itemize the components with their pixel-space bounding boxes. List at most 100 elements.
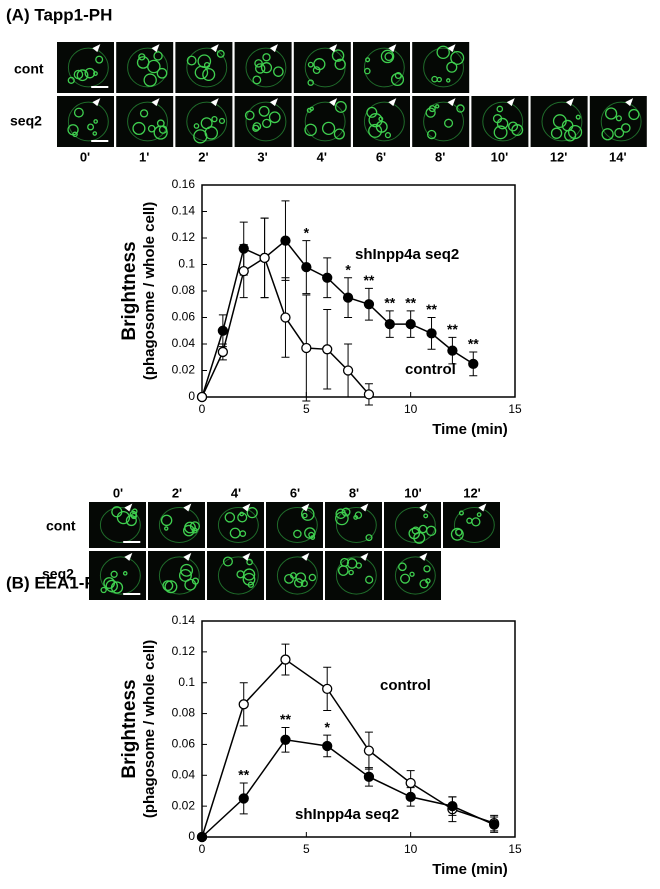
y-tick-label: 0.14 [172, 204, 196, 218]
data-point [280, 654, 291, 665]
cell-outline [363, 101, 405, 142]
arrowhead [183, 503, 192, 512]
vesicle [425, 107, 436, 118]
data-point [196, 391, 208, 403]
cell-outline [276, 556, 318, 595]
arrowhead [625, 98, 634, 107]
micrograph [266, 502, 323, 548]
vesicle [237, 512, 248, 523]
vesicle [426, 129, 437, 140]
vesicle [384, 132, 392, 139]
vesicle [130, 512, 138, 520]
vesicle [255, 63, 266, 74]
vesicle [333, 128, 345, 140]
micrograph [353, 96, 410, 147]
vesicle [262, 118, 272, 129]
micrograph [325, 502, 382, 548]
vesicle [93, 119, 98, 124]
vesicle [246, 507, 258, 519]
time-label: 2' [172, 485, 182, 500]
cell-outline [67, 47, 109, 88]
vesicle [334, 101, 347, 113]
micrograph [175, 42, 233, 93]
vesicle [92, 131, 98, 136]
data-point [301, 261, 312, 273]
arrowhead [269, 98, 278, 107]
image-frame [443, 502, 500, 548]
x-axis-label: Time (min) [432, 421, 508, 438]
micrograph [412, 96, 470, 147]
micrograph [589, 96, 647, 147]
vesicle [348, 569, 354, 576]
arrowhead [565, 98, 574, 107]
series-line [201, 738, 495, 838]
vesicle [153, 51, 163, 61]
vesicle [293, 578, 304, 588]
arrowhead [151, 98, 160, 107]
vesicle [247, 581, 255, 588]
vesicle [550, 127, 563, 139]
cell-outline [363, 47, 405, 88]
vesicle [331, 49, 345, 62]
arrowhead [329, 44, 338, 53]
time-label: 10' [404, 485, 422, 500]
cell-outline [127, 47, 169, 88]
data-point [196, 831, 208, 843]
vesicle [67, 76, 75, 84]
micrograph [530, 96, 588, 147]
vesicle [194, 65, 209, 80]
time-label: 12' [463, 485, 481, 500]
vesicle [423, 565, 431, 573]
vesicle [222, 556, 233, 567]
vesicle [180, 563, 194, 577]
vesicle [191, 577, 200, 585]
vesicle [258, 105, 270, 117]
time-label: 3' [257, 149, 267, 164]
arrowhead [124, 552, 133, 561]
data-point [280, 235, 291, 246]
cell-outline [276, 507, 318, 543]
cell-outline [423, 47, 464, 88]
vesicle [116, 510, 131, 525]
vesicle [105, 579, 118, 593]
vesicle [293, 529, 302, 539]
data-point [322, 344, 333, 355]
vesicle [216, 49, 225, 58]
vesicle [365, 575, 374, 584]
vesicle [164, 580, 178, 594]
micrograph [89, 502, 146, 548]
vesicle [262, 53, 271, 62]
series-label: control [380, 677, 431, 694]
vesicle [620, 123, 631, 133]
micrograph [116, 42, 174, 93]
vesicle [419, 579, 429, 589]
vesicle [455, 528, 463, 537]
arrowhead [447, 44, 456, 53]
image-frame [148, 551, 205, 600]
significance-label: ** [405, 295, 416, 311]
vesicle [476, 512, 482, 518]
time-label: 10' [491, 149, 509, 164]
vesicle [252, 122, 262, 131]
arrowhead [242, 552, 251, 561]
y-tick-label: 0.02 [172, 363, 196, 377]
vesicle [93, 71, 98, 76]
micrograph [293, 96, 351, 147]
vesicle [425, 578, 431, 584]
significance-label: ** [447, 321, 458, 337]
image-frame [266, 551, 323, 600]
image-frame [207, 502, 264, 548]
image-frame [589, 96, 647, 147]
image-frame [207, 551, 264, 600]
vesicle [268, 111, 281, 124]
x-tick-label: 5 [303, 842, 310, 856]
arrowhead [419, 552, 428, 561]
micrograph [266, 551, 323, 600]
data-point [217, 325, 229, 336]
cell-outline [423, 101, 464, 142]
data-point [238, 793, 249, 804]
series-label: control [405, 361, 456, 378]
cell-outline [127, 101, 169, 142]
cell-outline [217, 556, 259, 595]
data-point [384, 318, 395, 330]
